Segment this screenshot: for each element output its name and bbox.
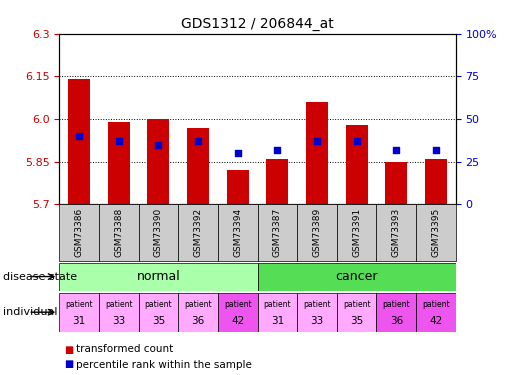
Bar: [258, 204, 297, 261]
Text: cancer: cancer: [335, 270, 378, 283]
Title: GDS1312 / 206844_at: GDS1312 / 206844_at: [181, 17, 334, 32]
Bar: [218, 292, 258, 332]
Bar: [306, 102, 328, 204]
Text: 35: 35: [152, 316, 165, 326]
Point: [154, 142, 163, 148]
Bar: [346, 125, 368, 204]
Text: GSM73386: GSM73386: [75, 208, 83, 257]
Bar: [425, 159, 447, 204]
Text: individual: individual: [3, 307, 57, 317]
Text: patient: patient: [145, 300, 172, 309]
Bar: [178, 292, 218, 332]
Point: [75, 133, 83, 139]
Bar: [59, 292, 99, 332]
Bar: [59, 204, 99, 261]
Point: [313, 138, 321, 144]
Bar: [178, 204, 218, 261]
Bar: [416, 204, 456, 261]
Bar: [227, 170, 249, 204]
Text: patient: patient: [224, 300, 251, 309]
Text: 33: 33: [311, 316, 323, 326]
Text: patient: patient: [184, 300, 212, 309]
Text: patient: patient: [343, 300, 370, 309]
Bar: [139, 292, 178, 332]
Bar: [99, 292, 139, 332]
Text: patient: patient: [65, 300, 93, 309]
Bar: [297, 292, 337, 332]
Bar: [147, 119, 169, 204]
Text: disease state: disease state: [3, 272, 77, 282]
Bar: [218, 204, 258, 261]
Text: GSM73395: GSM73395: [432, 208, 440, 257]
Text: patient: patient: [303, 300, 331, 309]
Text: normal: normal: [136, 270, 180, 283]
Text: 31: 31: [271, 316, 284, 326]
Text: ■: ■: [64, 360, 74, 369]
Point: [234, 150, 242, 156]
Text: 31: 31: [73, 316, 85, 326]
Bar: [385, 162, 407, 204]
Bar: [258, 262, 456, 291]
Text: 36: 36: [192, 316, 204, 326]
Text: patient: patient: [422, 300, 450, 309]
Text: GSM73392: GSM73392: [194, 208, 202, 257]
Bar: [139, 204, 178, 261]
Bar: [266, 159, 288, 204]
Text: GSM73393: GSM73393: [392, 208, 401, 257]
Text: ■: ■: [64, 345, 74, 354]
Bar: [59, 262, 258, 291]
Text: GSM73391: GSM73391: [352, 208, 361, 257]
Bar: [258, 292, 297, 332]
Text: patient: patient: [383, 300, 410, 309]
Point: [194, 138, 202, 144]
Point: [273, 147, 281, 153]
Text: GSM73389: GSM73389: [313, 208, 321, 257]
Text: 42: 42: [430, 316, 442, 326]
Bar: [297, 204, 337, 261]
Point: [114, 138, 123, 144]
Point: [392, 147, 401, 153]
Text: 33: 33: [112, 316, 125, 326]
Bar: [376, 204, 416, 261]
Text: percentile rank within the sample: percentile rank within the sample: [76, 360, 252, 369]
Text: GSM73387: GSM73387: [273, 208, 282, 257]
Text: patient: patient: [105, 300, 132, 309]
Bar: [187, 128, 209, 204]
Bar: [337, 204, 376, 261]
Bar: [376, 292, 416, 332]
Point: [352, 138, 360, 144]
Bar: [416, 292, 456, 332]
Text: patient: patient: [264, 300, 291, 309]
Text: GSM73388: GSM73388: [114, 208, 123, 257]
Bar: [68, 79, 90, 204]
Point: [432, 147, 440, 153]
Text: 42: 42: [231, 316, 244, 326]
Text: GSM73390: GSM73390: [154, 208, 163, 257]
Text: 36: 36: [390, 316, 403, 326]
Text: 35: 35: [350, 316, 363, 326]
Text: GSM73394: GSM73394: [233, 208, 242, 257]
Text: transformed count: transformed count: [76, 345, 174, 354]
Bar: [99, 204, 139, 261]
Bar: [337, 292, 376, 332]
Bar: [108, 122, 130, 204]
